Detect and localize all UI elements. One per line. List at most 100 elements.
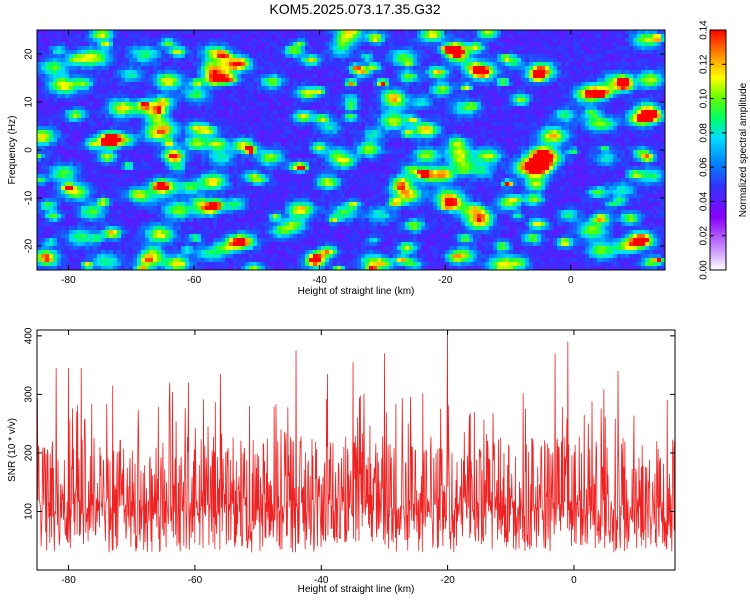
heatmap-cell: [633, 86, 638, 91]
heatmap-cell: [625, 62, 630, 67]
heatmap-cell: [225, 34, 230, 39]
heatmap-cell: [333, 46, 338, 51]
heatmap-cell: [93, 114, 98, 119]
heatmap-cell: [253, 102, 258, 107]
heatmap-cell: [497, 90, 502, 95]
heatmap-cell: [153, 106, 158, 111]
heatmap-cell: [465, 78, 470, 83]
heatmap-cell: [633, 138, 638, 143]
heatmap-cell: [333, 122, 338, 127]
heatmap-cell: [493, 38, 498, 43]
heatmap-cell: [237, 134, 242, 139]
heatmap-cell: [593, 82, 598, 87]
heatmap-cell: [649, 90, 654, 95]
heatmap-cell: [181, 122, 186, 127]
heatmap-cell: [501, 70, 506, 75]
heatmap-cell: [281, 74, 286, 79]
heatmap-cell: [125, 138, 130, 143]
heatmap-cell: [653, 138, 658, 143]
heatmap-cell: [241, 58, 246, 63]
heatmap-cell: [257, 58, 262, 63]
heatmap-cell: [473, 150, 478, 155]
heatmap-cell: [101, 138, 106, 143]
heatmap-cell: [429, 90, 434, 95]
heatmap-cell: [185, 126, 190, 131]
heatmap-cell: [517, 86, 522, 91]
heatmap-cell: [501, 74, 506, 79]
heatmap-cell: [465, 30, 470, 35]
heatmap-cell: [501, 122, 506, 127]
heatmap-cell: [441, 58, 446, 63]
heatmap-cell: [397, 130, 402, 135]
heatmap-cell: [657, 86, 662, 91]
heatmap-cell: [641, 102, 646, 107]
heatmap-cell: [301, 94, 306, 99]
heatmap-cell: [461, 70, 466, 75]
heatmap-cell: [117, 38, 122, 43]
heatmap-cell: [541, 34, 546, 39]
heatmap-cell: [465, 150, 470, 155]
heatmap-cell: [393, 34, 398, 39]
heatmap-cell: [165, 50, 170, 55]
heatmap-cell: [449, 66, 454, 71]
heatmap-cell: [285, 110, 290, 115]
heatmap-cell: [633, 66, 638, 71]
heatmap-cell: [505, 62, 510, 67]
heatmap-cell: [585, 134, 590, 139]
heatmap-cell: [581, 150, 586, 155]
heatmap-cell: [225, 78, 230, 83]
heatmap-cell: [177, 118, 182, 123]
heatmap-cell: [93, 30, 98, 35]
heatmap-cell: [285, 86, 290, 91]
heatmap-cell: [569, 46, 574, 51]
heatmap-cell: [597, 74, 602, 79]
heatmap-cell: [457, 54, 462, 59]
heatmap-cell: [357, 82, 362, 87]
heatmap-cell: [245, 54, 250, 59]
heatmap-cell: [509, 46, 514, 51]
heatmap-cell: [121, 146, 126, 151]
heatmap-cell: [341, 114, 346, 119]
heatmap-cell: [281, 34, 286, 39]
heatmap-cell: [557, 118, 562, 123]
heatmap-cell: [641, 82, 646, 87]
heatmap-cell: [113, 70, 118, 75]
heatmap-cell: [589, 82, 594, 87]
heatmap-cell: [233, 98, 238, 103]
heatmap-cell: [129, 102, 134, 107]
heatmap-cell: [45, 102, 50, 107]
heatmap-cell: [353, 62, 358, 67]
heatmap-cell: [485, 138, 490, 143]
heatmap-cell: [581, 126, 586, 131]
heatmap-cell: [313, 74, 318, 79]
heatmap-cell: [461, 94, 466, 99]
heatmap-cell: [397, 42, 402, 47]
heatmap-cell: [501, 98, 506, 103]
heatmap-cell: [605, 70, 610, 75]
heatmap-cell: [309, 134, 314, 139]
heatmap-cell: [209, 154, 214, 159]
heatmap-cell: [393, 30, 398, 35]
heatmap-cell: [437, 118, 442, 123]
heatmap-cell: [565, 146, 570, 151]
heatmap-cell: [189, 146, 194, 151]
heatmap-cell: [409, 94, 414, 99]
heatmap-cell: [153, 34, 158, 39]
heatmap-cell: [473, 98, 478, 103]
heatmap-cell: [577, 138, 582, 143]
heatmap-cell: [357, 94, 362, 99]
heatmap-cell: [625, 30, 630, 35]
heatmap-cell: [125, 110, 130, 115]
heatmap-cell: [441, 146, 446, 151]
heatmap-cell: [197, 86, 202, 91]
heatmap-cell: [577, 62, 582, 67]
heatmap-cell: [37, 106, 42, 111]
heatmap-cell: [349, 102, 354, 107]
heatmap-cell: [617, 118, 622, 123]
heatmap-cell: [153, 74, 158, 79]
heatmap-cell: [537, 78, 542, 83]
heatmap-cell: [121, 74, 126, 79]
heatmap-cell: [109, 154, 114, 159]
heatmap-cell: [405, 58, 410, 63]
